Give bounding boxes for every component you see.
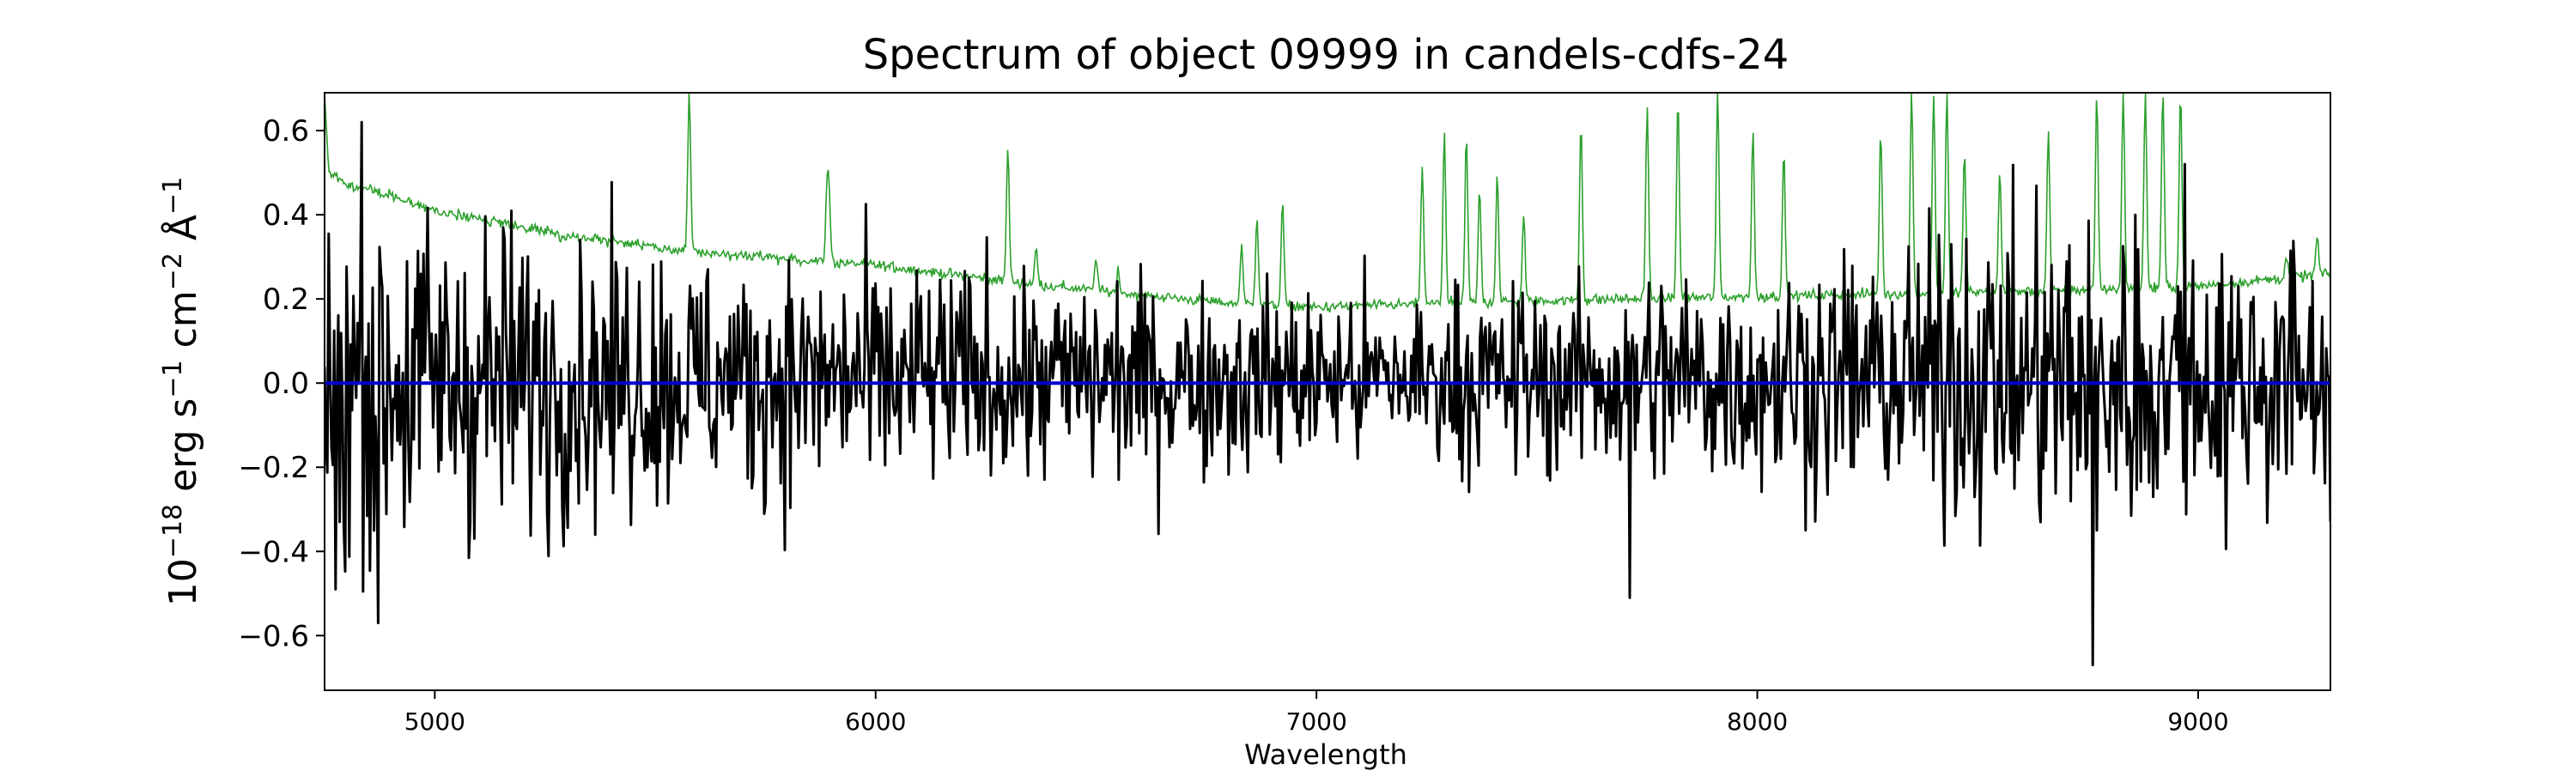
y-label-base: 10: [161, 558, 205, 606]
x-tick-label: 8000: [1727, 707, 1788, 736]
y-label-exp2: −1: [158, 360, 188, 398]
x-tick-label: 5000: [404, 707, 465, 736]
y-label-unit1: erg s: [161, 398, 205, 504]
y-axis: −0.6 −0.4 −0.2 0.0 0.2 0.4 0.6: [238, 114, 325, 653]
y-tick-label: 0.0: [263, 367, 309, 401]
y-label-exp1: −18: [158, 504, 188, 558]
sky-spectrum-line: [325, 93, 2330, 313]
y-tick-label: 0.6: [263, 114, 309, 149]
y-tick-label: −0.6: [238, 619, 309, 653]
y-label-exp4: −1: [158, 177, 188, 215]
x-axis-label: Wavelength: [1244, 738, 1407, 771]
y-tick-label: 0.4: [263, 198, 309, 233]
axes-frame: [324, 92, 2331, 691]
plot-area: [325, 93, 2330, 667]
y-axis-label: 10−18 erg s−1 cm−2 Å−1: [158, 177, 206, 606]
x-tick-label: 7000: [1286, 707, 1347, 736]
x-axis: 5000 6000 7000 8000 9000: [404, 690, 2229, 736]
y-label-unit3: Å: [160, 215, 205, 252]
x-tick-label: 6000: [845, 707, 906, 736]
chart-title: Spectrum of object 09999 in candels-cdfs…: [863, 31, 1789, 79]
y-tick-label: −0.2: [238, 451, 309, 485]
flux-spectrum-line: [325, 120, 2330, 667]
y-label-unit2: cm: [161, 290, 205, 360]
y-label-exp3: −2: [158, 252, 188, 290]
x-tick-label: 9000: [2167, 707, 2228, 736]
y-tick-label: 0.2: [263, 282, 309, 317]
y-tick-label: −0.4: [238, 535, 309, 569]
